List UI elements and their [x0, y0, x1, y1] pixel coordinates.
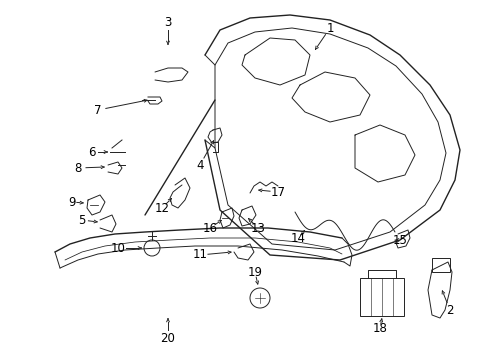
Text: 15: 15: [392, 234, 407, 247]
Text: 16: 16: [202, 221, 217, 234]
Text: 20: 20: [160, 332, 175, 345]
Text: 17: 17: [270, 185, 285, 198]
Text: 3: 3: [164, 15, 171, 28]
Text: 4: 4: [196, 158, 203, 171]
Text: 5: 5: [78, 213, 85, 226]
Text: 6: 6: [88, 145, 96, 158]
Text: 12: 12: [154, 202, 169, 215]
Text: 9: 9: [68, 195, 76, 208]
Text: 19: 19: [247, 266, 262, 279]
Text: 10: 10: [110, 242, 125, 255]
Text: 11: 11: [192, 248, 207, 261]
Text: 14: 14: [290, 231, 305, 244]
Text: 8: 8: [74, 162, 81, 175]
Text: 2: 2: [446, 303, 453, 316]
Bar: [431, 258, 449, 272]
Text: 1: 1: [325, 22, 333, 35]
Text: 13: 13: [250, 221, 265, 234]
Text: 18: 18: [372, 321, 386, 334]
Text: 7: 7: [94, 104, 102, 117]
Bar: [359, 278, 403, 316]
